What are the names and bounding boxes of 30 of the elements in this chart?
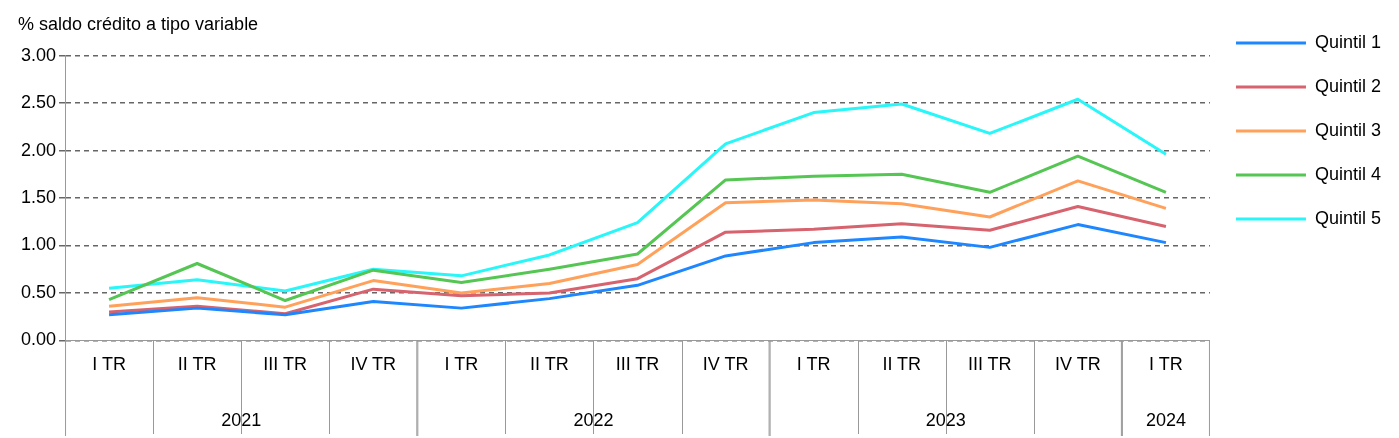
y-tick-label: 0.50 [20, 281, 57, 302]
y-tick-label: 1.00 [20, 234, 57, 255]
legend-label: Quintil 1 [1314, 31, 1382, 52]
y-tick-label: 3.00 [20, 44, 57, 65]
x-tick-label: III TR [615, 354, 660, 375]
legend-label: Quintil 2 [1314, 75, 1382, 96]
y-tick-label: 0.00 [20, 329, 57, 350]
x-tick-label: II TR [882, 354, 922, 375]
y-tick-label: 1.50 [20, 186, 57, 207]
text: 2024 [1145, 409, 1186, 430]
text: 2021 [221, 409, 262, 430]
legend-label: Quintil 3 [1314, 119, 1382, 140]
text: 2023 [925, 409, 966, 430]
y-tick-label: 2.00 [20, 139, 57, 160]
legend-label: Quintil 5 [1314, 207, 1382, 228]
text: 2022 [573, 409, 614, 430]
x-tick-label: III TR [263, 354, 308, 375]
y-axis-title: % saldo crédito a tipo variable [18, 13, 259, 34]
x-tick-label: III TR [967, 354, 1012, 375]
x-tick-label: IV TR [702, 354, 749, 375]
x-tick-label: I TR [796, 354, 831, 375]
x-tick-label: II TR [530, 354, 569, 375]
x-tick-label: IV TR [350, 354, 397, 375]
x-tick-label: II TR [177, 354, 217, 375]
x-tick-label: I TR [444, 354, 479, 375]
x-tick-label: IV TR [1055, 354, 1101, 375]
x-tick-label: I TR [1149, 354, 1183, 375]
legend-label: Quintil 4 [1314, 163, 1382, 184]
x-tick-label: I TR [92, 354, 126, 375]
y-tick-label: 2.50 [20, 92, 57, 113]
